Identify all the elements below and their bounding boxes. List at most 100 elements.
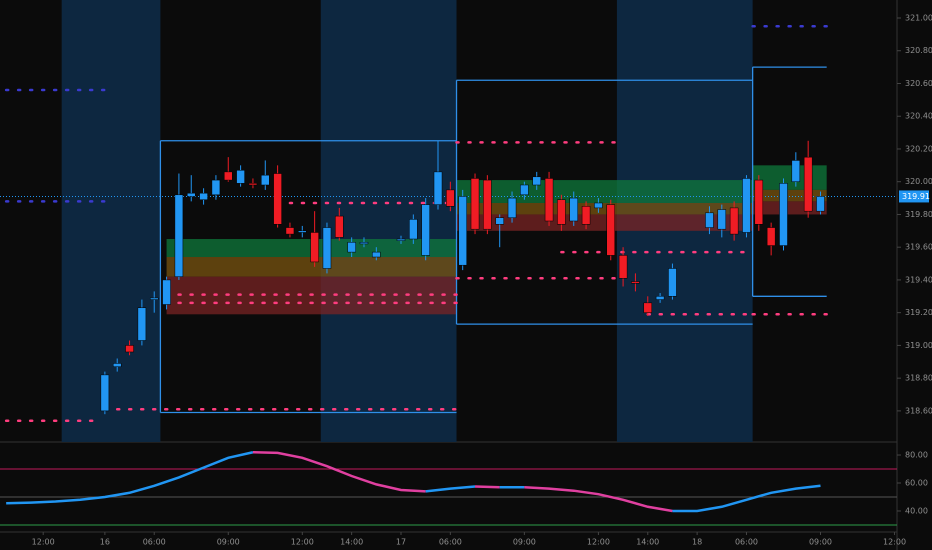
candle-body bbox=[705, 212, 714, 228]
candle-body bbox=[507, 197, 517, 218]
candle-body bbox=[322, 227, 332, 269]
candle-body bbox=[372, 251, 381, 258]
y-tick-label: 321.00 bbox=[905, 14, 932, 23]
candle-body bbox=[581, 206, 591, 225]
last-price-box bbox=[899, 190, 929, 203]
y-tick-label: 319.60 bbox=[905, 243, 932, 252]
y-tick-label: 320.40 bbox=[905, 112, 932, 121]
candle-body bbox=[298, 230, 307, 233]
zone-band bbox=[752, 201, 827, 215]
candle-body bbox=[149, 297, 159, 300]
candle-body bbox=[816, 196, 825, 212]
candle-body bbox=[211, 179, 221, 196]
candle-body bbox=[273, 173, 282, 225]
candle-body bbox=[766, 227, 776, 246]
x-tick-label: 12:00 bbox=[883, 538, 906, 547]
y-tick-label: 319.80 bbox=[905, 210, 932, 219]
zone-band bbox=[456, 202, 753, 215]
y-tick-label: 319.40 bbox=[905, 275, 932, 284]
candle-body bbox=[224, 171, 233, 181]
oscillator-line bbox=[252, 450, 426, 493]
candle-body bbox=[643, 302, 653, 313]
osc-tick-label: 60.00 bbox=[905, 479, 928, 488]
osc-tick-label: 40.00 bbox=[905, 506, 928, 515]
x-tick-label: 16 bbox=[100, 538, 110, 547]
candle-body bbox=[248, 183, 258, 186]
candle-body bbox=[470, 178, 480, 230]
candle-body bbox=[557, 199, 566, 225]
candle-body bbox=[569, 197, 578, 222]
zone-band bbox=[166, 257, 457, 277]
y-tick-label: 319.20 bbox=[905, 308, 932, 317]
candle-body bbox=[174, 194, 184, 277]
zone-band bbox=[752, 165, 827, 190]
candle-body bbox=[137, 307, 147, 341]
candle-body bbox=[359, 242, 369, 245]
x-tick-label: 12:00 bbox=[32, 538, 55, 547]
candle-body bbox=[668, 268, 677, 297]
oscillator-line bbox=[672, 484, 821, 513]
candle-body bbox=[791, 160, 801, 182]
candle-body bbox=[606, 204, 615, 256]
candle-body bbox=[532, 176, 541, 186]
x-tick-label: 09:00 bbox=[513, 538, 536, 547]
candle-body bbox=[520, 184, 529, 196]
oscillator-line bbox=[6, 451, 254, 505]
candle-body bbox=[125, 345, 134, 353]
candle-body bbox=[236, 170, 245, 184]
y-tick-label: 318.80 bbox=[905, 374, 932, 383]
x-tick-label: 09:00 bbox=[809, 538, 832, 547]
candle-body bbox=[285, 227, 295, 235]
x-tick-label: 14:00 bbox=[636, 538, 659, 547]
candle-body bbox=[261, 174, 270, 186]
candle-body bbox=[335, 215, 344, 238]
zone-band bbox=[752, 189, 827, 202]
oscillator-line bbox=[524, 485, 673, 513]
candle-body bbox=[754, 179, 764, 225]
y-tick-label: 319.00 bbox=[905, 341, 932, 350]
x-tick-label: 17 bbox=[396, 538, 406, 547]
night-shade bbox=[61, 0, 161, 442]
osc-tick-label: 80.00 bbox=[905, 451, 928, 460]
x-tick-label: 06:00 bbox=[143, 538, 166, 547]
candle-body bbox=[433, 171, 443, 205]
y-tick-label: 318.60 bbox=[905, 406, 932, 415]
x-tick-label: 09:00 bbox=[217, 538, 240, 547]
candle-body bbox=[310, 232, 319, 263]
oscillator-line bbox=[474, 485, 500, 489]
last-price-label: 319.91 bbox=[902, 192, 930, 201]
x-tick-label: 18 bbox=[692, 538, 702, 547]
candle-body bbox=[655, 296, 665, 300]
candle-body bbox=[618, 255, 628, 279]
x-tick-label: 12:00 bbox=[587, 538, 610, 547]
candle-body bbox=[347, 242, 356, 253]
candle-body bbox=[458, 196, 467, 266]
candle-body bbox=[495, 217, 504, 225]
candle-body bbox=[396, 238, 406, 241]
x-tick-label: 06:00 bbox=[735, 538, 758, 547]
candle-body bbox=[803, 156, 813, 212]
candle-body bbox=[186, 192, 196, 197]
candle-body bbox=[100, 374, 110, 412]
oscillator-line bbox=[425, 485, 476, 493]
candle-body bbox=[631, 281, 640, 284]
candle-body bbox=[446, 189, 455, 207]
y-tick-label: 320.00 bbox=[905, 177, 932, 186]
zone-band bbox=[456, 214, 753, 231]
x-tick-label: 14:00 bbox=[340, 538, 363, 547]
candle-body bbox=[112, 363, 122, 367]
candle-body bbox=[483, 179, 492, 230]
y-tick-label: 320.60 bbox=[905, 79, 932, 88]
candle-body bbox=[421, 204, 430, 256]
candle-body bbox=[409, 219, 418, 240]
zone-band bbox=[456, 180, 753, 203]
candle-body bbox=[162, 279, 171, 305]
candle-body bbox=[594, 202, 603, 209]
candle-body bbox=[544, 178, 554, 222]
candle-body bbox=[199, 192, 208, 200]
y-tick-label: 320.80 bbox=[905, 46, 932, 55]
candle-body bbox=[742, 178, 751, 233]
y-tick-label: 320.20 bbox=[905, 144, 932, 153]
candle-body bbox=[779, 183, 788, 246]
